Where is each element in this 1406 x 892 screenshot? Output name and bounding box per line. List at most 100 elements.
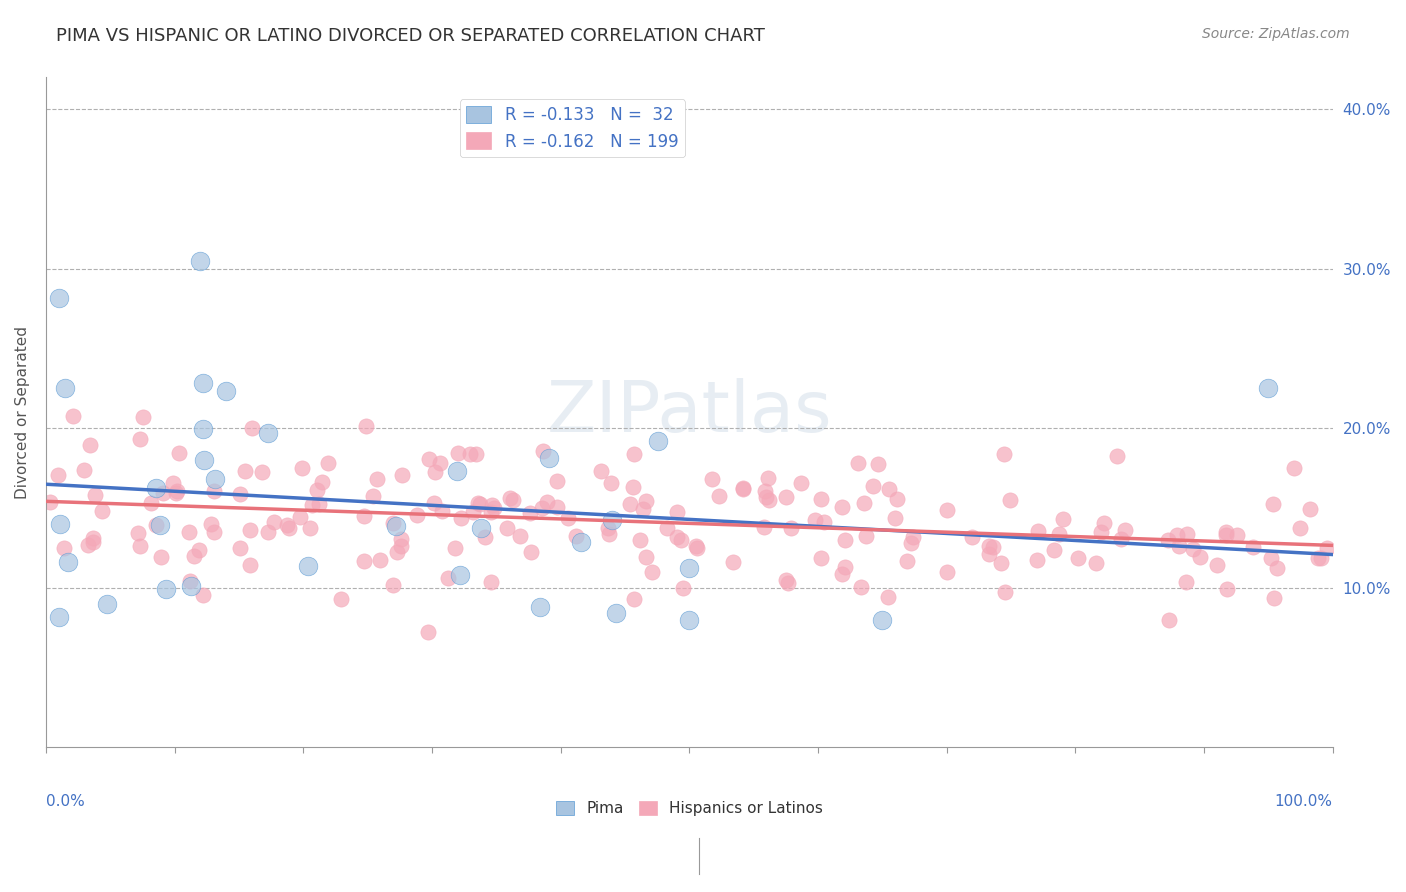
- Point: [463, 506, 485, 520]
- Point: [82, 531, 104, 545]
- Point: [316, 456, 339, 470]
- Point: [437, 571, 460, 585]
- Point: [200, 517, 222, 532]
- Point: [180, 579, 202, 593]
- Point: [872, 613, 894, 627]
- Point: [449, 568, 471, 582]
- Point: [886, 491, 908, 506]
- Point: [353, 508, 375, 523]
- Point: [1166, 528, 1188, 542]
- Point: [91, 504, 114, 518]
- Point: [297, 558, 319, 573]
- Point: [1182, 542, 1205, 557]
- Point: [993, 447, 1015, 461]
- Point: [58, 555, 80, 569]
- Point: [257, 425, 280, 440]
- Point: [1026, 553, 1049, 567]
- Point: [202, 525, 225, 540]
- Point: [215, 384, 238, 399]
- Point: [429, 457, 451, 471]
- Point: [479, 505, 502, 519]
- Point: [1084, 556, 1107, 570]
- Point: [1157, 613, 1180, 627]
- Point: [139, 496, 162, 510]
- Point: [636, 493, 658, 508]
- Point: [276, 518, 298, 533]
- Point: [935, 503, 957, 517]
- Point: [831, 500, 853, 515]
- Point: [353, 554, 375, 568]
- Y-axis label: Divorced or Separated: Divorced or Separated: [15, 326, 30, 499]
- Point: [804, 513, 827, 527]
- Point: [883, 511, 905, 525]
- Point: [877, 483, 900, 497]
- Point: [623, 591, 645, 606]
- Point: [775, 490, 797, 504]
- Point: [754, 519, 776, 533]
- Point: [467, 496, 489, 510]
- Point: [831, 567, 853, 582]
- Point: [430, 504, 453, 518]
- Point: [145, 481, 167, 495]
- Point: [1090, 525, 1112, 540]
- Point: [641, 565, 664, 579]
- Point: [1047, 527, 1070, 541]
- Point: [756, 471, 779, 485]
- Point: [474, 530, 496, 544]
- Point: [509, 529, 531, 543]
- Point: [598, 526, 620, 541]
- Point: [623, 447, 645, 461]
- Point: [977, 547, 1000, 561]
- Point: [877, 590, 900, 604]
- Point: [977, 539, 1000, 553]
- Point: [149, 517, 172, 532]
- Point: [599, 476, 621, 491]
- Point: [128, 539, 150, 553]
- Point: [190, 253, 212, 268]
- Text: ZIPatlas: ZIPatlas: [547, 378, 832, 447]
- Point: [778, 575, 800, 590]
- Point: [619, 497, 641, 511]
- Point: [790, 475, 813, 490]
- Point: [233, 464, 256, 478]
- Point: [1188, 549, 1211, 564]
- Point: [631, 502, 654, 516]
- Point: [537, 451, 560, 466]
- Point: [470, 521, 492, 535]
- Point: [49, 517, 72, 532]
- Point: [48, 291, 70, 305]
- Point: [546, 500, 568, 514]
- Text: 100.0%: 100.0%: [1275, 794, 1333, 809]
- Point: [678, 613, 700, 627]
- Point: [998, 492, 1021, 507]
- Point: [1310, 551, 1333, 566]
- Point: [981, 540, 1004, 554]
- Point: [846, 456, 869, 470]
- Point: [96, 597, 118, 611]
- Point: [1215, 525, 1237, 540]
- Point: [162, 476, 184, 491]
- Point: [557, 511, 579, 525]
- Point: [387, 545, 409, 559]
- Point: [678, 561, 700, 575]
- Point: [666, 530, 689, 544]
- Point: [482, 501, 505, 516]
- Point: [288, 510, 311, 524]
- Point: [465, 447, 488, 461]
- Point: [368, 553, 391, 567]
- Point: [1260, 551, 1282, 566]
- Point: [1226, 528, 1249, 542]
- Point: [132, 409, 155, 424]
- Point: [128, 432, 150, 446]
- Point: [193, 453, 215, 467]
- Point: [202, 484, 225, 499]
- Point: [468, 497, 491, 511]
- Point: [721, 555, 744, 569]
- Point: [672, 581, 695, 595]
- Point: [855, 529, 877, 543]
- Point: [1282, 461, 1305, 475]
- Point: [458, 447, 481, 461]
- Point: [936, 565, 959, 579]
- Point: [960, 530, 983, 544]
- Point: [1092, 516, 1115, 531]
